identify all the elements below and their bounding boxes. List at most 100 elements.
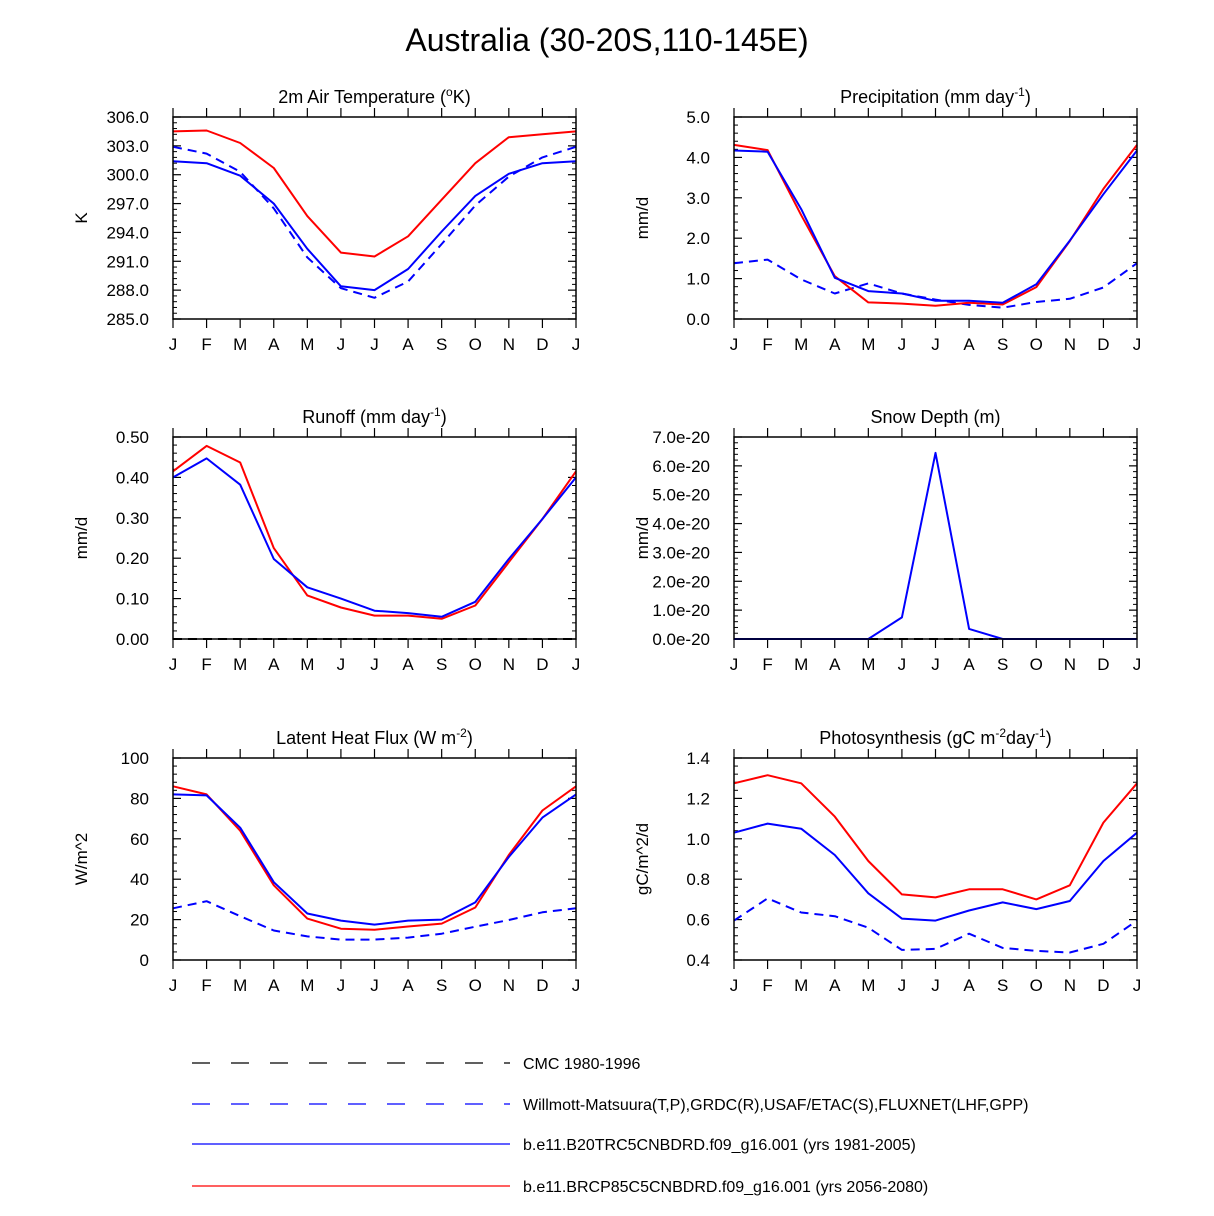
x-tick-label: S: [997, 655, 1008, 674]
y-tick-label: 0.50: [116, 428, 149, 447]
series-line-obs: [172, 900, 577, 941]
x-tick-label: S: [436, 976, 447, 995]
y-tick-label: 5.0e-20: [652, 486, 710, 505]
x-tick-label: S: [436, 655, 447, 674]
x-tick-label: F: [201, 335, 211, 354]
y-tick-label: 1.0e-20: [652, 601, 710, 620]
plot-frame: [172, 436, 577, 640]
y-axis-label: W/m^2: [72, 833, 91, 885]
y-axis-label: mm/d: [633, 517, 652, 560]
x-tick-label: D: [536, 655, 548, 674]
y-tick-label: 0.0: [686, 310, 710, 329]
x-tick-label: F: [201, 976, 211, 995]
y-tick-label: 0.30: [116, 509, 149, 528]
x-tick-label: J: [337, 335, 346, 354]
x-tick-label: F: [762, 335, 772, 354]
x-tick-label: J: [169, 655, 178, 674]
x-tick-label: M: [300, 976, 314, 995]
series-line-rcp: [733, 774, 1138, 901]
plot-frame: [733, 757, 1138, 961]
x-tick-label: M: [861, 976, 875, 995]
series-line-obs: [733, 258, 1138, 309]
x-tick-label: J: [337, 976, 346, 995]
y-tick-label: 4.0e-20: [652, 515, 710, 534]
panel-title: 2m Air Temperature (oK): [278, 85, 470, 107]
legend: CMC 1980-1996 Willmott-Matsuura(T,P),GRDC…: [192, 1056, 1029, 1196]
x-tick-label: N: [503, 335, 515, 354]
y-tick-label: 1.2: [686, 789, 710, 808]
x-tick-label: J: [898, 655, 907, 674]
x-tick-label: A: [402, 335, 414, 354]
x-tick-label: N: [1064, 976, 1076, 995]
plot-frame: [733, 116, 1138, 320]
y-tick-label: 306.0: [106, 108, 149, 127]
x-tick-label: J: [931, 335, 940, 354]
y-tick-label: 20: [130, 911, 149, 930]
y-tick-label: 0.6: [686, 911, 710, 930]
y-tick-label: 0: [140, 951, 149, 970]
x-tick-label: A: [963, 976, 975, 995]
series-line-hist: [734, 451, 1137, 640]
x-tick-label: D: [1097, 976, 1109, 995]
x-tick-label: A: [829, 655, 841, 674]
plot-frame: [733, 436, 1138, 640]
panel-title: Precipitation (mm day-1): [840, 85, 1031, 107]
x-tick-label: O: [469, 655, 482, 674]
y-tick-label: 4.0: [686, 148, 710, 167]
x-tick-label: J: [1133, 976, 1142, 995]
x-tick-label: J: [572, 335, 581, 354]
x-tick-label: M: [794, 335, 808, 354]
legend-label-hist: b.e11.B20TRC5CNBDRD.f09_g16.001 (yrs 198…: [523, 1137, 916, 1154]
y-tick-label: 7.0e-20: [652, 428, 710, 447]
x-tick-label: J: [370, 976, 379, 995]
series-line-rcp: [172, 129, 577, 258]
x-tick-label: M: [861, 335, 875, 354]
x-tick-label: O: [469, 976, 482, 995]
panel-2: Runoff (mm day-1) mm/d 0.00 0.10 0.20 0.30 0.4…: [72, 405, 580, 674]
x-tick-label: N: [1064, 655, 1076, 674]
legend-label-rcp: b.e11.BRCP85C5CNBDRD.f09_g16.001 (yrs 20…: [523, 1179, 928, 1196]
x-tick-label: F: [201, 655, 211, 674]
panel-4: Latent Heat Flux (W m-2) W/m^2 0 20 40 60 80 10…: [72, 726, 580, 995]
panel-3: Snow Depth (m) mm/d 0.0e-20 1.0e-20 2.0e-20 3…: [633, 407, 1141, 674]
x-tick-label: A: [268, 976, 280, 995]
y-tick-label: 0.4: [686, 951, 710, 970]
x-tick-label: A: [829, 335, 841, 354]
y-tick-label: 0.40: [116, 468, 149, 487]
y-tick-label: 294.0: [106, 223, 149, 242]
x-tick-label: N: [1064, 335, 1076, 354]
y-tick-label: 303.0: [106, 137, 149, 156]
x-tick-label: J: [337, 655, 346, 674]
y-tick-label: 60: [130, 830, 149, 849]
x-tick-label: J: [370, 335, 379, 354]
y-tick-label: 100: [121, 749, 149, 768]
x-tick-label: O: [1030, 335, 1043, 354]
x-tick-label: S: [436, 335, 447, 354]
x-tick-label: J: [1133, 655, 1142, 674]
panel-title: Snow Depth (m): [870, 407, 1000, 427]
x-tick-label: J: [572, 976, 581, 995]
series-line-hist: [172, 457, 577, 618]
legend-label-obs: Willmott-Matsuura(T,P),GRDC(R),USAF/ETAC…: [523, 1097, 1029, 1114]
y-tick-label: 2.0e-20: [652, 572, 710, 591]
plot-frame: [172, 757, 577, 961]
panel-5: Photosynthesis (gC m-2day-1) gC/m^2/d 0.4 0…: [633, 726, 1141, 995]
y-axis-label: mm/d: [633, 197, 652, 240]
x-tick-label: D: [536, 976, 548, 995]
y-tick-label: 0.00: [116, 630, 149, 649]
x-tick-label: J: [169, 335, 178, 354]
y-tick-label: 6.0e-20: [652, 457, 710, 476]
y-tick-label: 297.0: [106, 195, 149, 214]
x-tick-label: M: [300, 335, 314, 354]
series-line-hist: [172, 793, 577, 926]
x-tick-label: O: [1030, 655, 1043, 674]
x-tick-label: J: [370, 655, 379, 674]
y-tick-label: 0.20: [116, 549, 149, 568]
x-tick-label: D: [1097, 655, 1109, 674]
x-tick-label: J: [572, 655, 581, 674]
x-tick-label: J: [730, 976, 739, 995]
x-tick-label: J: [931, 976, 940, 995]
panel-0: 2m Air Temperature (oK) K 285.0 288.0 291.0 2…: [72, 85, 580, 354]
y-tick-label: 285.0: [106, 310, 149, 329]
